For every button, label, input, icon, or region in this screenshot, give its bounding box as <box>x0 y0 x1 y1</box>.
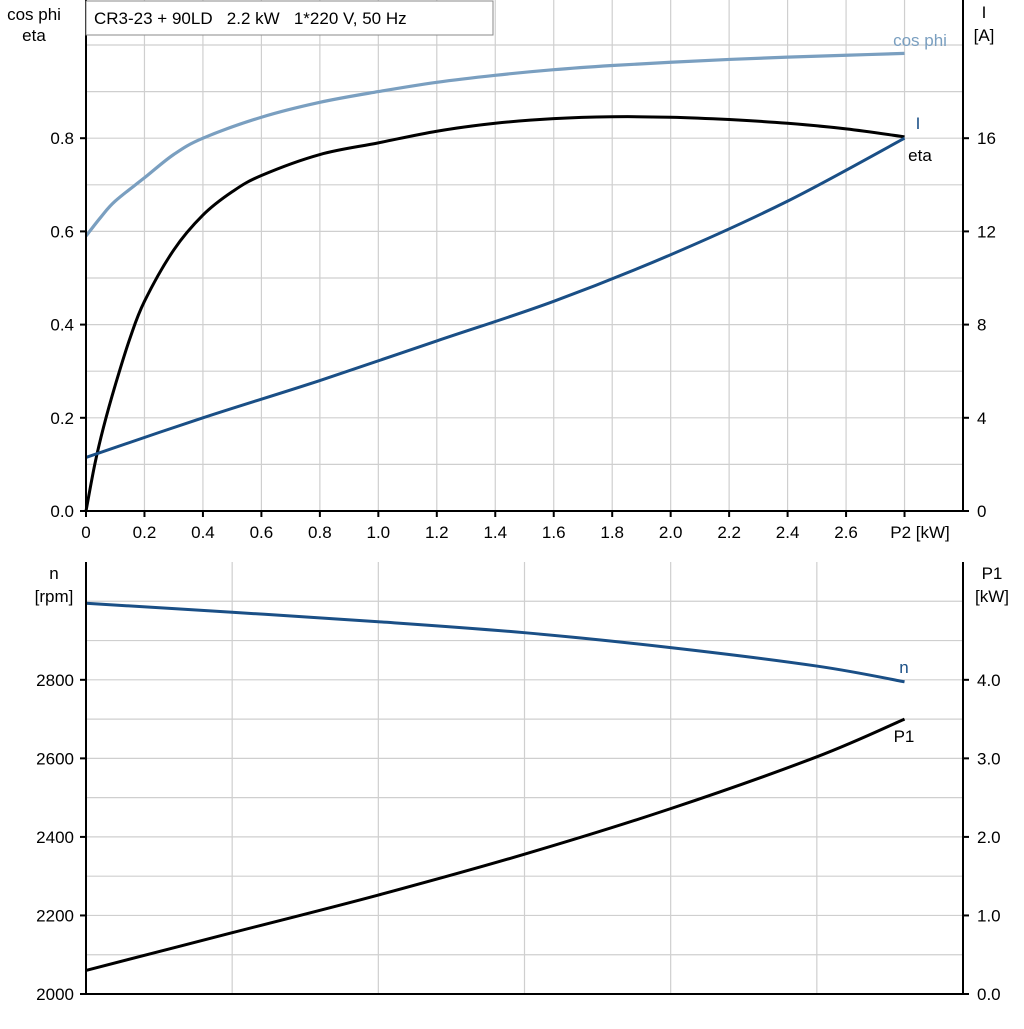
top-right-ylabel-1: I <box>982 3 987 22</box>
x-tick-label: 2.6 <box>834 523 858 542</box>
series-label-n: n <box>899 658 908 677</box>
y-tick-label-right: 16 <box>977 129 996 148</box>
x-tick-label: 2.4 <box>776 523 800 542</box>
y-tick-label-right: 4.0 <box>977 671 1001 690</box>
y-tick-label-right: 0.0 <box>977 985 1001 1004</box>
x-tick-label: 1.0 <box>367 523 391 542</box>
axes <box>80 0 969 995</box>
y-tick-label-right: 2.0 <box>977 828 1001 847</box>
y-tick-label-right: 3.0 <box>977 749 1001 768</box>
tick-labels: 0 0.2 0.4 0.6 0.8 1.0 1.2 1.4 1.6 1.8 2.0 2.2 2.4 2.6… <box>36 129 1000 1004</box>
bottom-right-ylabel-2: [kW] <box>975 587 1009 606</box>
bottom-right-ylabel-1: P1 <box>982 564 1003 583</box>
chart-title: CR3-23 + 90LD 2.2 kW 1*220 V, 50 Hz <box>94 9 407 28</box>
x-tick-label: 0 <box>81 523 90 542</box>
y-tick-label-left: 0.0 <box>50 502 74 521</box>
series-line-eta <box>84 115 905 512</box>
x-tick-label: 2.2 <box>717 523 741 542</box>
series-line-cos-phi <box>84 51 905 238</box>
y-tick-label-left: 2800 <box>36 671 74 690</box>
series-label-cos-phi: cos phi <box>893 31 947 50</box>
bottom-left-ylabel-1: n <box>49 564 58 583</box>
x-tick-label: 0.6 <box>250 523 274 542</box>
top-grid <box>86 0 963 511</box>
title-box <box>85 0 494 36</box>
y-tick-label-right: 12 <box>977 222 996 241</box>
top-left-ylabel-1: cos phi <box>7 5 61 24</box>
x-tick-label: 0.4 <box>191 523 215 542</box>
y-tick-label-left: 0.2 <box>50 409 74 428</box>
series-line-p1 <box>85 717 906 972</box>
top-right-ylabel-2: [A] <box>974 26 995 45</box>
x-tick-label: 0.8 <box>308 523 332 542</box>
x-tick-label: 1.2 <box>425 523 449 542</box>
x-tick-label: 1.8 <box>600 523 624 542</box>
y-tick-label-left: 2600 <box>36 749 74 768</box>
x-axis-label: P2 [kW] <box>890 523 950 542</box>
series-lines <box>84 51 906 972</box>
y-tick-label-right: 4 <box>977 409 986 428</box>
y-tick-label-right: 0 <box>977 502 986 521</box>
y-tick-label-left: 0.6 <box>50 222 74 241</box>
y-tick-label-left: 2200 <box>36 906 74 925</box>
x-tick-label: 0.2 <box>133 523 157 542</box>
top-left-ylabel-2: eta <box>22 26 46 45</box>
bottom-grid <box>86 562 963 994</box>
x-tick-label: 1.4 <box>483 523 507 542</box>
series-label-p1: P1 <box>894 727 915 746</box>
y-tick-label-left: 2400 <box>36 828 74 847</box>
series-label-eta: eta <box>908 146 932 165</box>
series-line-i <box>85 136 906 459</box>
series-line-n <box>85 601 905 684</box>
y-tick-label-left: 0.4 <box>50 316 74 335</box>
bottom-left-ylabel-2: [rpm] <box>35 587 74 606</box>
y-tick-label-left: 0.8 <box>50 129 74 148</box>
y-tick-label-right: 8 <box>977 316 986 335</box>
x-tick-label: 1.6 <box>542 523 566 542</box>
y-tick-label-right: 1.0 <box>977 906 1001 925</box>
x-tick-label: 2.0 <box>659 523 683 542</box>
series-label-i: I <box>916 114 921 133</box>
y-tick-label-left: 2000 <box>36 985 74 1004</box>
